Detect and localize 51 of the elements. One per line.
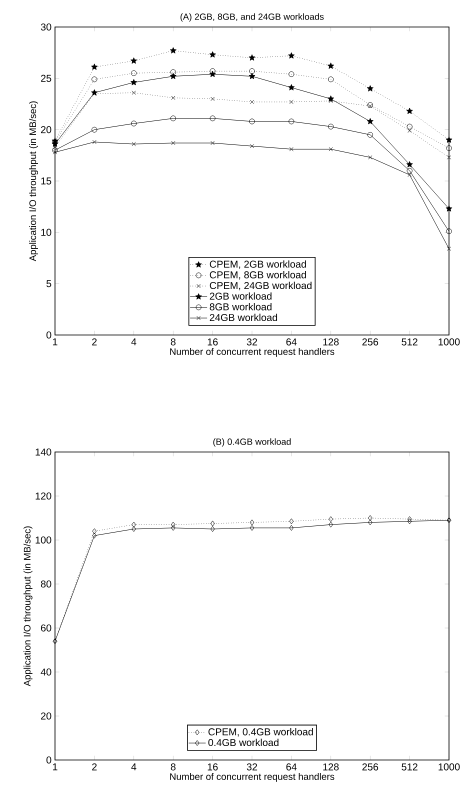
y-tick-label: 140 (36, 448, 52, 456)
y-tick-label: 25 (41, 74, 52, 82)
x-tick-label: 32 (246, 763, 258, 770)
x-tick-label: 512 (402, 763, 418, 770)
y-tick-label: 20 (41, 126, 52, 134)
x-tick-label: 1000 (438, 338, 460, 346)
chart-title: (A) 2GB, 8GB, and 24GB workloads (180, 13, 324, 22)
y-tick-label: 60 (41, 624, 52, 632)
y-tick-label: 15 (41, 178, 52, 184)
x-tick-label: 512 (402, 338, 418, 346)
legend-label: CPEM, 0.4GB workload (208, 728, 313, 737)
y-tick-label: 30 (40, 23, 52, 31)
x-axis-title: Number of concurrent request handlers (170, 772, 334, 782)
y-tick-label: 120 (36, 492, 52, 500)
x-tick-label: 64 (286, 763, 297, 770)
legend-label: CPEM, 8GB workload (210, 271, 306, 280)
chart-title: (B) 0.4GB workload (213, 438, 291, 447)
x-tick-label: 2 (92, 763, 97, 770)
x-tick-label: 4 (131, 763, 136, 770)
x-tick-label: 256 (362, 338, 378, 346)
y-tick-label: 5 (46, 280, 52, 288)
y-tick-label: 0 (46, 331, 52, 339)
x-tick-label: 8 (170, 338, 176, 346)
legend-label: 8GB workload (210, 303, 272, 310)
x-tick-label: 128 (323, 338, 339, 346)
x-tick-label: 128 (323, 763, 339, 770)
legend-label: 2GB workload (210, 292, 272, 300)
x-tick-label: 1 (52, 763, 58, 770)
x-tick-label: 1 (52, 338, 58, 346)
x-tick-label: 64 (286, 338, 297, 346)
y-axis-title: Application I/O throughput (in MB/sec) (29, 101, 38, 262)
y-tick-label: 0 (46, 756, 52, 764)
x-tick-label: 1000 (438, 763, 460, 770)
y-tick-label: 80 (40, 580, 52, 588)
y-tick-label: 20 (41, 712, 52, 720)
x-tick-label: 8 (170, 763, 176, 770)
y-tick-label: 40 (40, 668, 52, 676)
legend-label: 24GB workload (210, 314, 278, 322)
x-axis-title: Number of concurrent request handlers (170, 348, 334, 357)
x-tick-label: 16 (208, 338, 218, 346)
y-tick-label: 10 (41, 228, 52, 236)
x-tick-label: 4 (131, 338, 136, 346)
legend-label: CPEM, 2GB workload (210, 260, 306, 269)
legend-label: CPEM, 24GB workload (210, 282, 312, 290)
y-axis-title: Application I/O throughput (in MB/sec) (24, 526, 32, 686)
x-tick-label: 16 (208, 763, 218, 770)
legend-label: 0.4GB workload (208, 738, 278, 746)
x-tick-label: 32 (246, 338, 258, 346)
x-tick-label: 256 (362, 763, 378, 770)
x-tick-label: 2 (92, 338, 97, 346)
y-tick-label: 100 (36, 536, 52, 544)
